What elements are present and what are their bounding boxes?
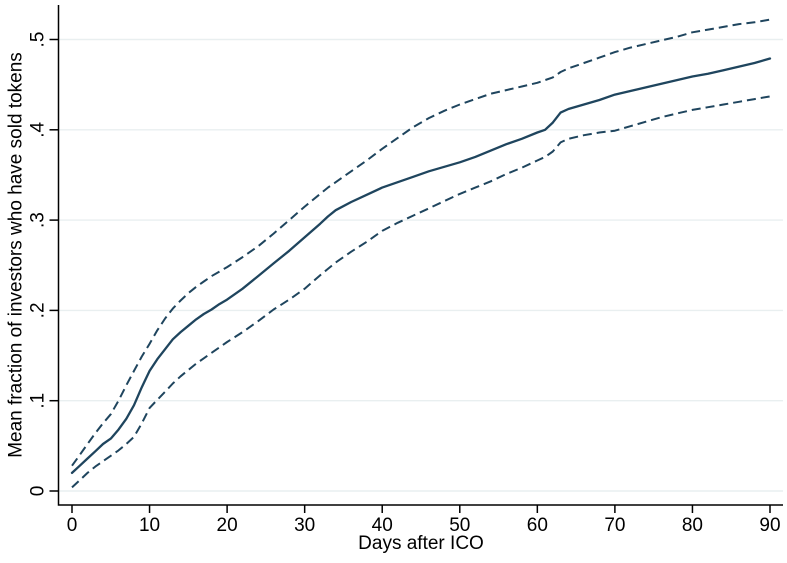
x-tick-label: 30 (294, 515, 315, 536)
series-upper_ci-line (71, 18, 771, 467)
x-tick-label: 40 (372, 515, 393, 536)
x-tick-label: 80 (682, 515, 703, 536)
y-tick-label: .2 (28, 302, 49, 318)
axis-lines (57, 5, 783, 506)
y-tick-label: 0 (28, 486, 49, 497)
series-lower_ci-line (71, 95, 771, 489)
y-tick-label: .1 (28, 393, 49, 409)
x-tick-label: 70 (604, 515, 625, 536)
x-axis-title: Days after ICO (358, 533, 484, 554)
x-tick-label: 0 (67, 515, 78, 536)
x-tick-label: 50 (449, 515, 470, 536)
y-axis-title: Mean fraction of investors who have sold… (5, 52, 27, 458)
y-tick-label: .4 (28, 121, 49, 137)
y-tick-label: .5 (28, 32, 49, 48)
x-tick-label: 90 (759, 515, 780, 536)
series-mean-line (70, 57, 772, 475)
y-tick-label: .3 (28, 212, 49, 228)
x-tick-label: 20 (217, 515, 238, 536)
x-tick-label: 10 (139, 515, 160, 536)
x-tick-label: 60 (527, 515, 548, 536)
